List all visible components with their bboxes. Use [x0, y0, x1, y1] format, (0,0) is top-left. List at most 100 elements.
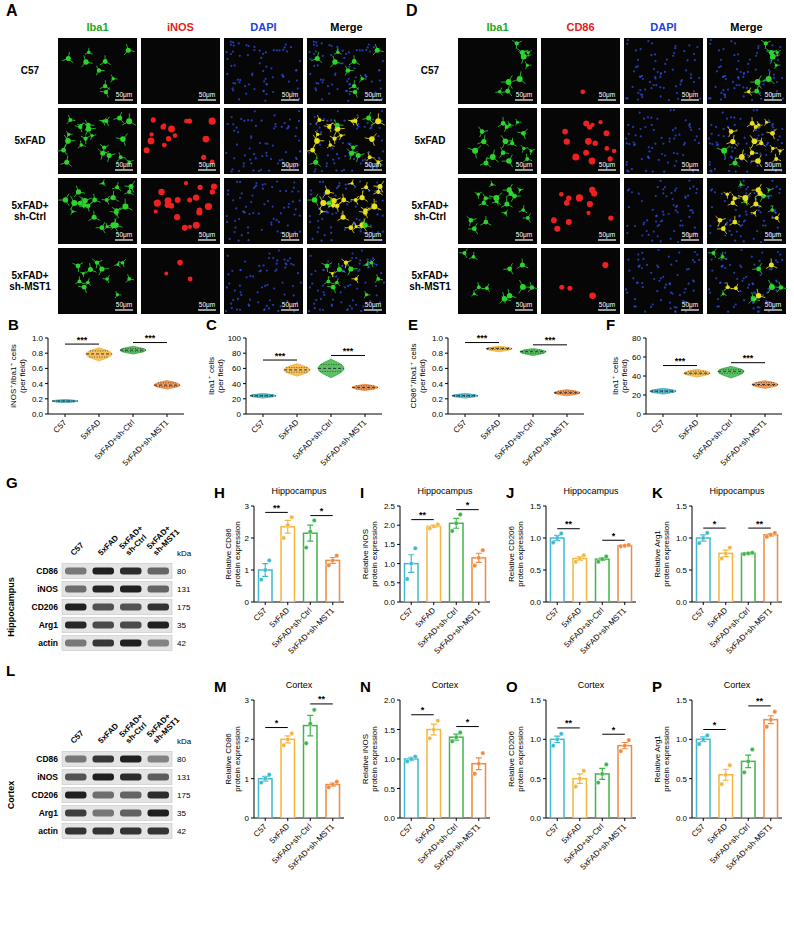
- column-header: Merge: [330, 21, 362, 33]
- nucleus-speck: [737, 77, 739, 79]
- nucleus-speck: [639, 112, 641, 114]
- nucleus-speck: [319, 144, 321, 146]
- nucleus-speck: [327, 154, 329, 156]
- nucleus-speck: [733, 54, 735, 56]
- nucleus-speck: [696, 135, 698, 137]
- column-header: DAPI: [250, 21, 276, 33]
- micrograph-ground: [624, 108, 703, 174]
- scale-bar: [115, 169, 133, 170]
- nucleus-speck: [698, 77, 700, 79]
- nucleus-speck: [345, 184, 347, 186]
- nucleus-speck: [254, 110, 256, 112]
- nucleus-speck: [308, 310, 310, 312]
- cell-speck: [360, 77, 363, 80]
- cell-speck: [66, 56, 71, 61]
- micrograph-ground: [307, 108, 386, 174]
- nucleus-speck: [226, 215, 228, 217]
- nucleus-speck: [238, 240, 240, 242]
- nucleus-speck: [676, 153, 678, 155]
- nucleus-speck: [362, 159, 364, 161]
- nucleus-speck: [342, 50, 344, 52]
- micrograph-ground: [58, 108, 137, 174]
- micrograph: 50μm: [307, 248, 386, 314]
- nucleus-speck: [263, 80, 265, 82]
- cell-speck: [92, 215, 97, 220]
- nucleus-speck: [756, 109, 758, 111]
- nucleus-speck: [364, 126, 366, 128]
- nucleus-speck: [361, 49, 363, 51]
- nucleus-speck: [709, 43, 711, 45]
- nucleus-speck: [322, 79, 324, 81]
- nucleus-speck: [747, 154, 749, 156]
- cell-speck: [527, 51, 530, 54]
- nucleus-speck: [743, 72, 745, 74]
- nucleus-speck: [673, 204, 675, 206]
- micrograph: 50μm: [458, 108, 537, 174]
- micrograph: 50μm: [707, 108, 786, 174]
- scale-bar-label: 50μm: [282, 91, 298, 99]
- cell-speck: [369, 136, 375, 142]
- cell-speck: [144, 147, 150, 153]
- cell-speck: [515, 41, 519, 45]
- nucleus-speck: [260, 270, 262, 272]
- nucleus-speck: [365, 49, 367, 51]
- nucleus-speck: [674, 165, 676, 167]
- cell-speck: [510, 141, 514, 145]
- nucleus-speck: [356, 114, 358, 116]
- nucleus-speck: [287, 224, 289, 226]
- nucleus-speck: [322, 291, 324, 293]
- nucleus-speck: [330, 239, 332, 241]
- cell-speck: [472, 226, 477, 231]
- nucleus-speck: [658, 159, 660, 161]
- nucleus-speck: [356, 127, 358, 129]
- nucleus-speck: [264, 183, 266, 185]
- nucleus-speck: [334, 195, 336, 197]
- nucleus-speck: [342, 142, 344, 144]
- scale-bar-label: 50μm: [365, 91, 381, 99]
- nucleus-speck: [759, 153, 761, 155]
- nucleus-speck: [236, 181, 238, 183]
- nucleus-speck: [319, 181, 321, 183]
- nucleus-speck: [315, 299, 317, 301]
- nucleus-speck: [272, 91, 274, 93]
- nucleus-speck: [657, 235, 659, 237]
- nucleus-speck: [675, 187, 677, 189]
- scale-bar-label: 50μm: [365, 301, 381, 309]
- nucleus-speck: [241, 234, 243, 236]
- nucleus-speck: [252, 212, 254, 214]
- scale-bar: [598, 99, 616, 100]
- nucleus-speck: [322, 55, 324, 57]
- nucleus-speck: [687, 195, 689, 197]
- cell-speck: [122, 204, 128, 210]
- nucleus-speck: [664, 154, 666, 156]
- nucleus-speck: [275, 269, 277, 271]
- nucleus-speck: [670, 109, 672, 111]
- nucleus-speck: [251, 74, 253, 76]
- nucleus-speck: [239, 197, 241, 199]
- nucleus-speck: [355, 76, 357, 78]
- micrograph-ground: [58, 178, 137, 244]
- nucleus-speck: [230, 53, 232, 55]
- nucleus-speck: [673, 52, 675, 54]
- nucleus-speck: [690, 74, 692, 76]
- nucleus-speck: [638, 193, 640, 195]
- nucleus-speck: [226, 286, 228, 288]
- cell-speck: [154, 210, 158, 214]
- nucleus-speck: [330, 232, 332, 234]
- nucleus-speck: [643, 118, 645, 120]
- cell-speck: [111, 77, 114, 80]
- nucleus-speck: [322, 269, 324, 271]
- cell-speck: [375, 118, 381, 124]
- nucleus-speck: [693, 53, 695, 55]
- cell-speck: [376, 277, 380, 281]
- nucleus-speck: [376, 294, 378, 296]
- nucleus-speck: [259, 50, 261, 52]
- nucleus-speck: [287, 206, 289, 208]
- nucleus-speck: [330, 54, 332, 56]
- nucleus-speck: [771, 44, 773, 46]
- nucleus-speck: [271, 186, 273, 188]
- cell-speck: [370, 261, 374, 265]
- nucleus-speck: [650, 117, 652, 119]
- nucleus-speck: [710, 97, 712, 99]
- nucleus-speck: [315, 89, 317, 91]
